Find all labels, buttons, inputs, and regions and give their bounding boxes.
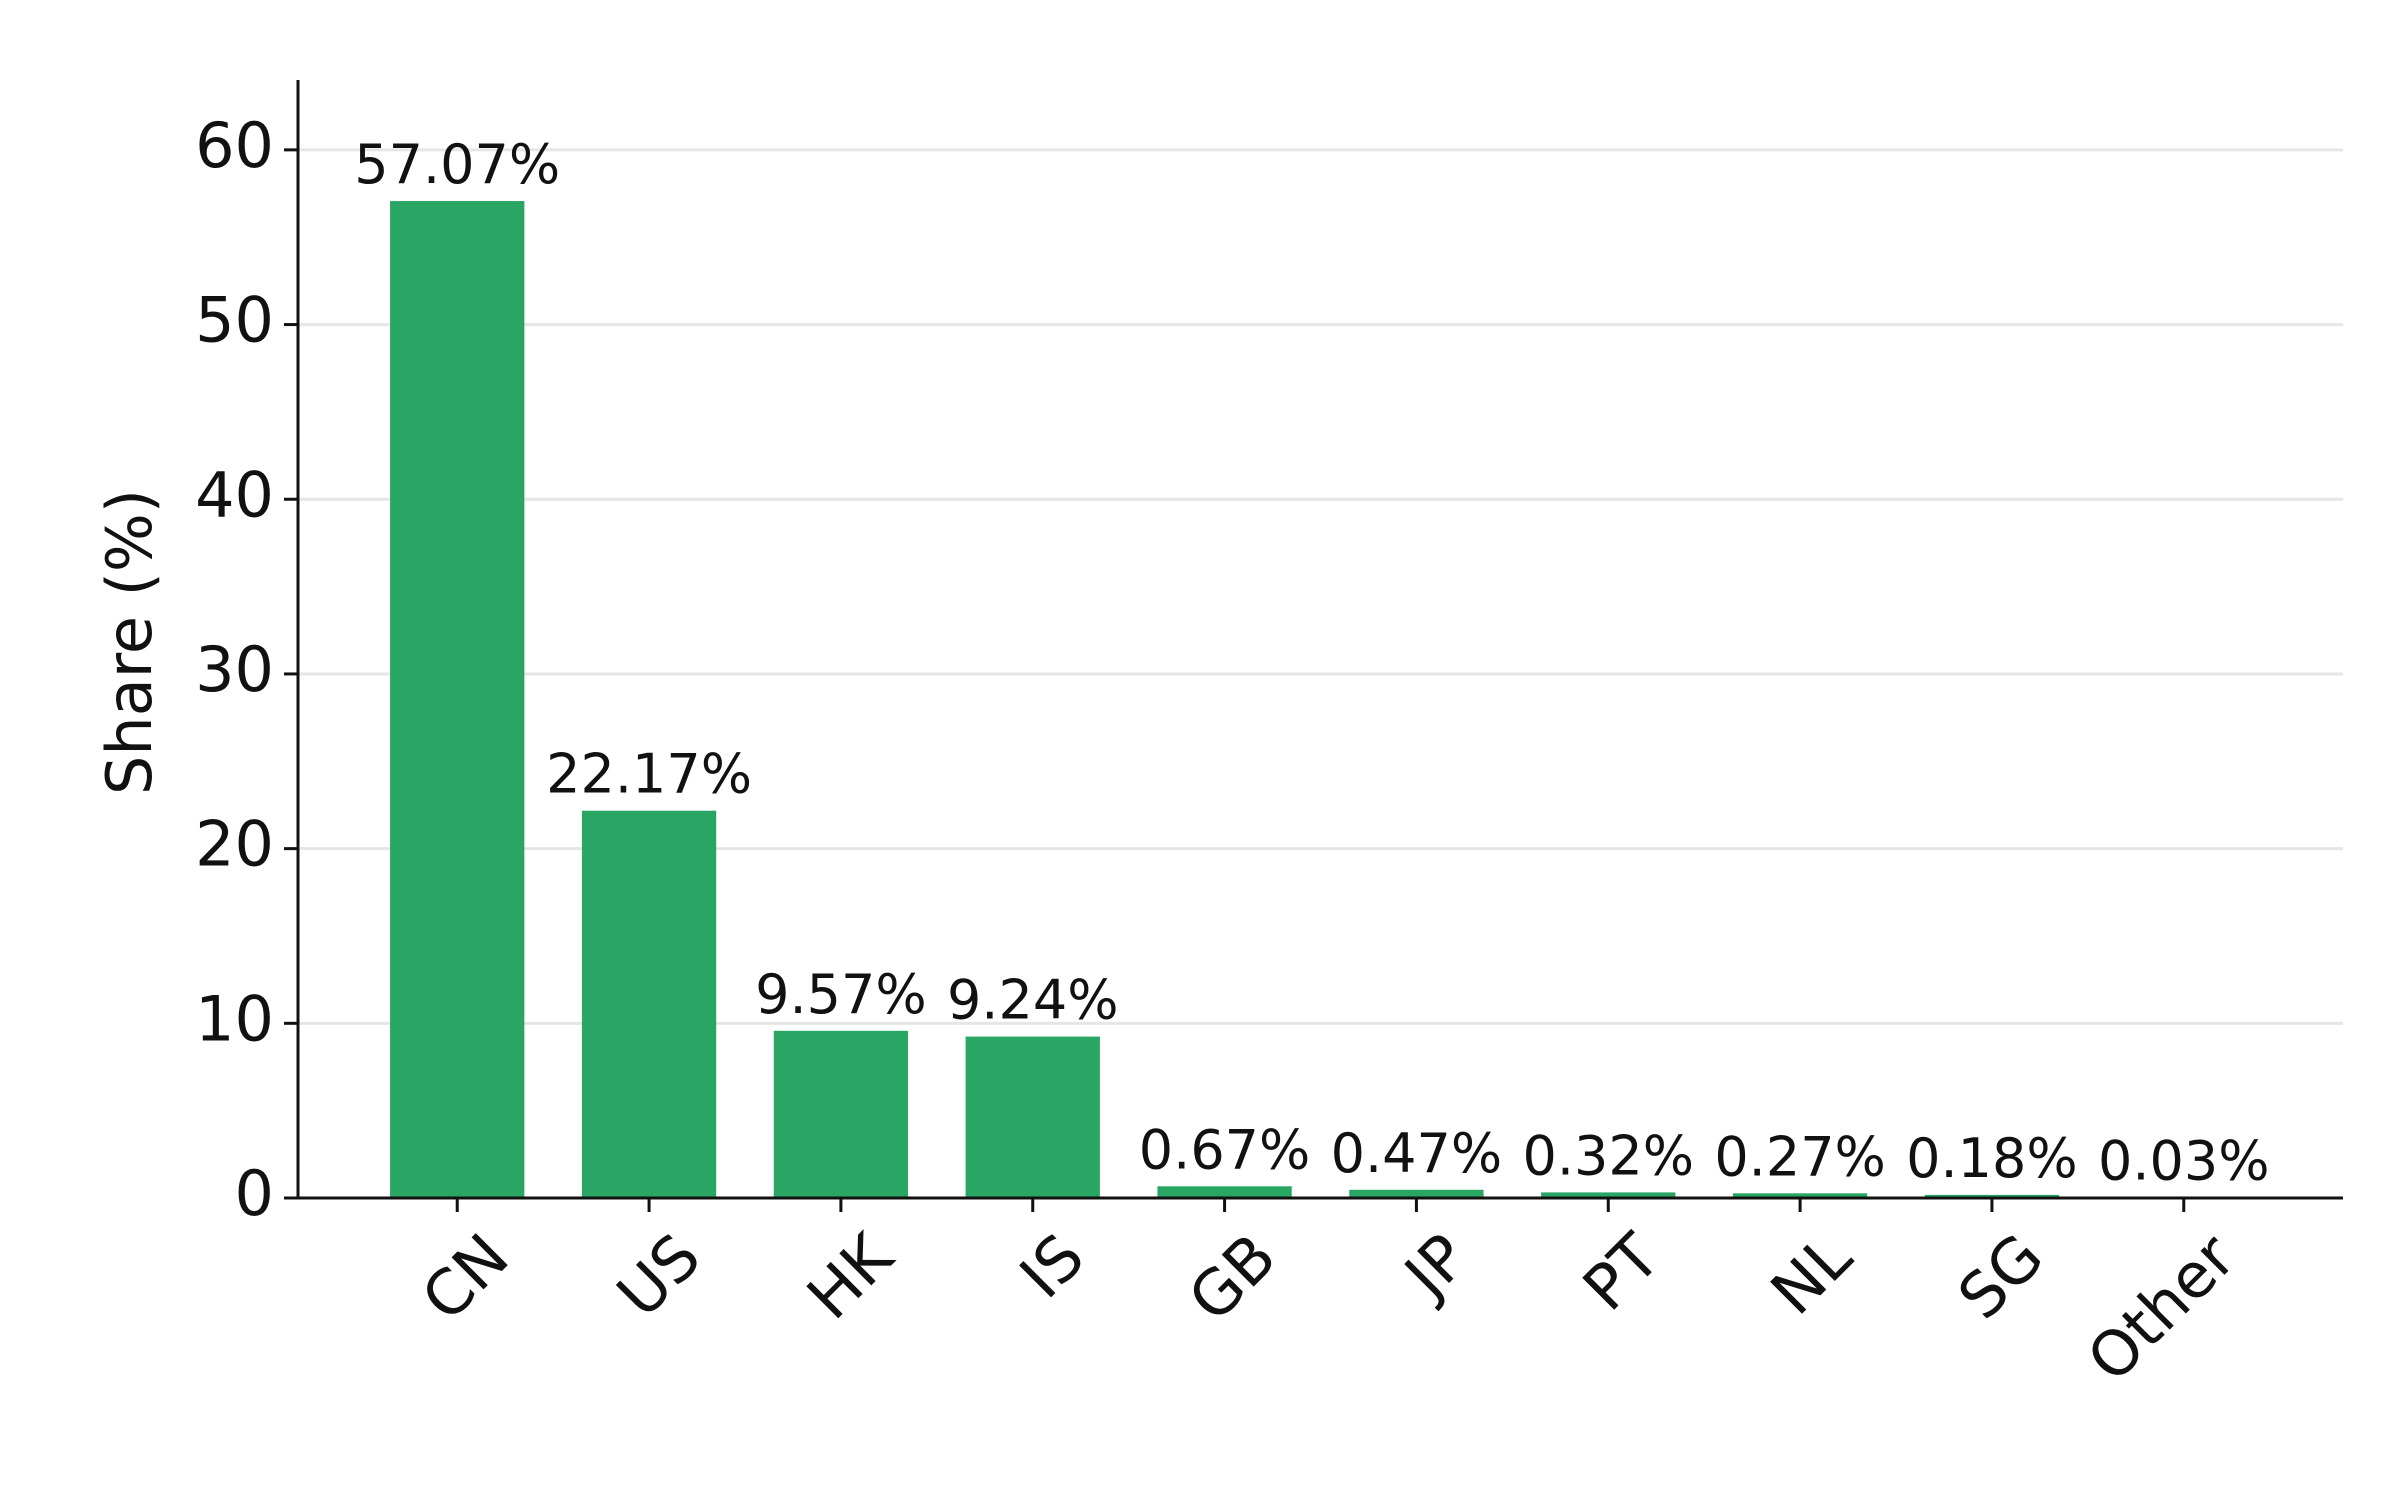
bar [1924, 1194, 2060, 1198]
y-tick-label: 0 [235, 1157, 274, 1230]
value-label: 22.17% [546, 743, 752, 806]
bar [581, 810, 717, 1198]
y-tick-label: 60 [195, 109, 274, 182]
bar [965, 1036, 1100, 1198]
x-tick-label: JP [1388, 1220, 1482, 1314]
x-tick-label: Other [2073, 1219, 2249, 1395]
bar [390, 201, 525, 1198]
x-tick-label: NL [1757, 1219, 1866, 1328]
value-label: 57.07% [354, 133, 560, 196]
bar [1541, 1192, 1676, 1198]
value-label: 0.32% [1522, 1124, 1694, 1187]
x-tick-label: SG [1944, 1220, 2057, 1333]
x-tick-label: US [603, 1220, 715, 1332]
bar [1157, 1186, 1292, 1198]
y-tick-label: 50 [195, 284, 274, 357]
bar [1732, 1193, 1868, 1198]
x-tick-label: PT [1569, 1219, 1675, 1325]
x-tick-label: HK [793, 1219, 907, 1333]
y-tick-label: 20 [195, 808, 274, 881]
x-tick-label: CN [408, 1220, 523, 1335]
value-label: 0.18% [1906, 1127, 2078, 1190]
value-label: 0.27% [1714, 1125, 1886, 1188]
value-label: 9.24% [947, 969, 1119, 1032]
x-tick-label: GB [1174, 1220, 1290, 1336]
value-label: 0.47% [1331, 1122, 1503, 1185]
value-label: 0.03% [2098, 1129, 2270, 1192]
y-tick-label: 30 [195, 633, 274, 706]
y-axis-label: Share (%) [93, 489, 166, 795]
value-label: 9.57% [755, 963, 927, 1026]
value-label: 0.67% [1139, 1118, 1311, 1181]
bar [1349, 1189, 1484, 1198]
y-tick-label: 40 [195, 458, 274, 531]
x-tick-label: IS [1006, 1220, 1098, 1312]
bar [773, 1030, 909, 1198]
y-tick-label: 10 [195, 982, 274, 1055]
